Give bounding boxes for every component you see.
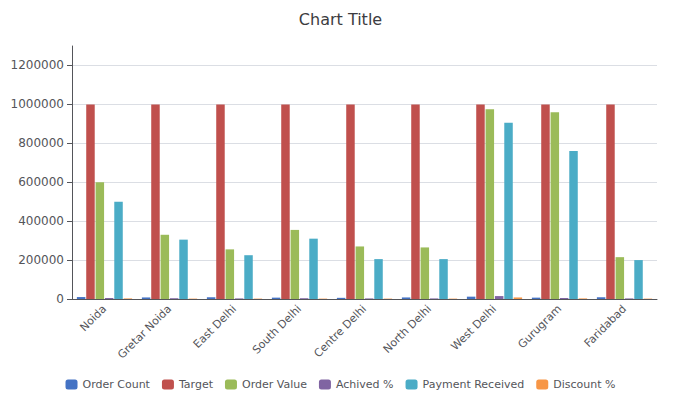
svg-text:North Delhi: North Delhi xyxy=(381,302,434,355)
svg-text:Faridabad: Faridabad xyxy=(582,302,629,349)
svg-text:Gurugram: Gurugram xyxy=(515,302,564,351)
svg-text:1000000: 1000000 xyxy=(11,97,64,111)
svg-text:Discount %: Discount % xyxy=(553,378,615,391)
svg-text:Gretar Noida: Gretar Noida xyxy=(115,302,174,361)
svg-text:Order Value: Order Value xyxy=(242,378,307,391)
svg-text:South Delhi: South Delhi xyxy=(250,302,304,356)
svg-text:800000: 800000 xyxy=(18,136,64,150)
svg-text:Chart Title: Chart Title xyxy=(299,10,382,29)
svg-text:400000: 400000 xyxy=(18,214,64,228)
svg-text:Payment Received: Payment Received xyxy=(423,378,525,391)
svg-text:Centre Delhi: Centre Delhi xyxy=(311,302,369,360)
svg-text:0: 0 xyxy=(56,292,64,306)
svg-text:Noida: Noida xyxy=(77,302,109,334)
svg-text:600000: 600000 xyxy=(18,175,64,189)
svg-text:East Delhi: East Delhi xyxy=(191,302,239,350)
svg-text:Order Count: Order Count xyxy=(83,378,151,391)
svg-text:West Delhi: West Delhi xyxy=(448,302,499,353)
svg-text:Achived %: Achived % xyxy=(336,378,394,391)
svg-text:1200000: 1200000 xyxy=(11,58,64,72)
svg-text:200000: 200000 xyxy=(18,253,64,267)
svg-text:Target: Target xyxy=(178,378,214,391)
